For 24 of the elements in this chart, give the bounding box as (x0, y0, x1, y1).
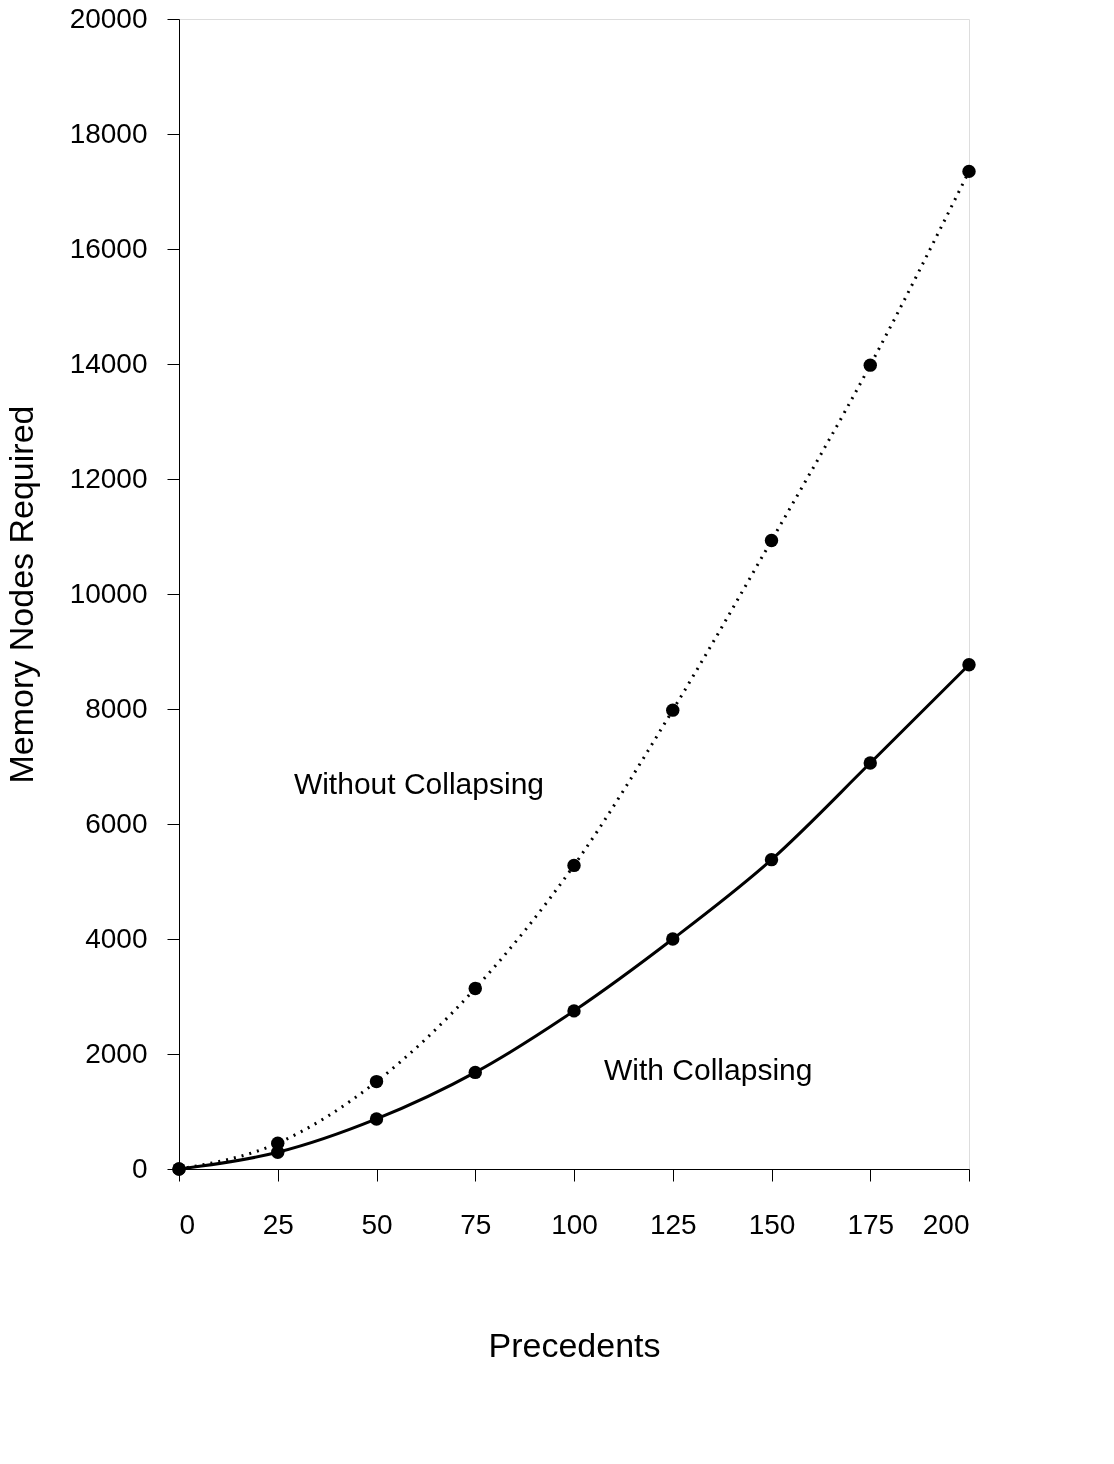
x-axis-title: Precedents (488, 1325, 661, 1364)
x-tick-label: 175 (847, 1208, 895, 1240)
y-tick-label: 2000 (85, 1037, 148, 1069)
y-tick-label: 16000 (69, 232, 148, 264)
text: Without Collapsing (293, 767, 544, 801)
y-tick-label: 0 (131, 1152, 148, 1184)
y-tick-label: 6000 (85, 807, 148, 839)
x-tick-label: 150 (748, 1208, 796, 1240)
x-tick-label: 200 (922, 1208, 970, 1240)
y-tick-label: 14000 (69, 347, 148, 379)
y-tick-label: 18000 (69, 117, 148, 149)
x-tick-label: 75 (460, 1208, 492, 1240)
x-tick-label: 50 (361, 1208, 393, 1240)
x-tick-label: 125 (649, 1208, 697, 1240)
series-label: With Collapsing (604, 1052, 813, 1086)
y-tick-label: 12000 (69, 462, 148, 494)
x-tick-label: 25 (262, 1208, 294, 1240)
x-tick-label: 0 (179, 1208, 196, 1240)
y-tick-label: 4000 (85, 922, 148, 954)
y-tick-label: 10000 (69, 577, 148, 609)
y-tick-label: 8000 (85, 692, 148, 724)
y-tick-label: 20000 (69, 2, 148, 34)
x-tick-label: 100 (551, 1208, 598, 1240)
y-axis-title: Memory Nodes Required (1, 405, 40, 784)
